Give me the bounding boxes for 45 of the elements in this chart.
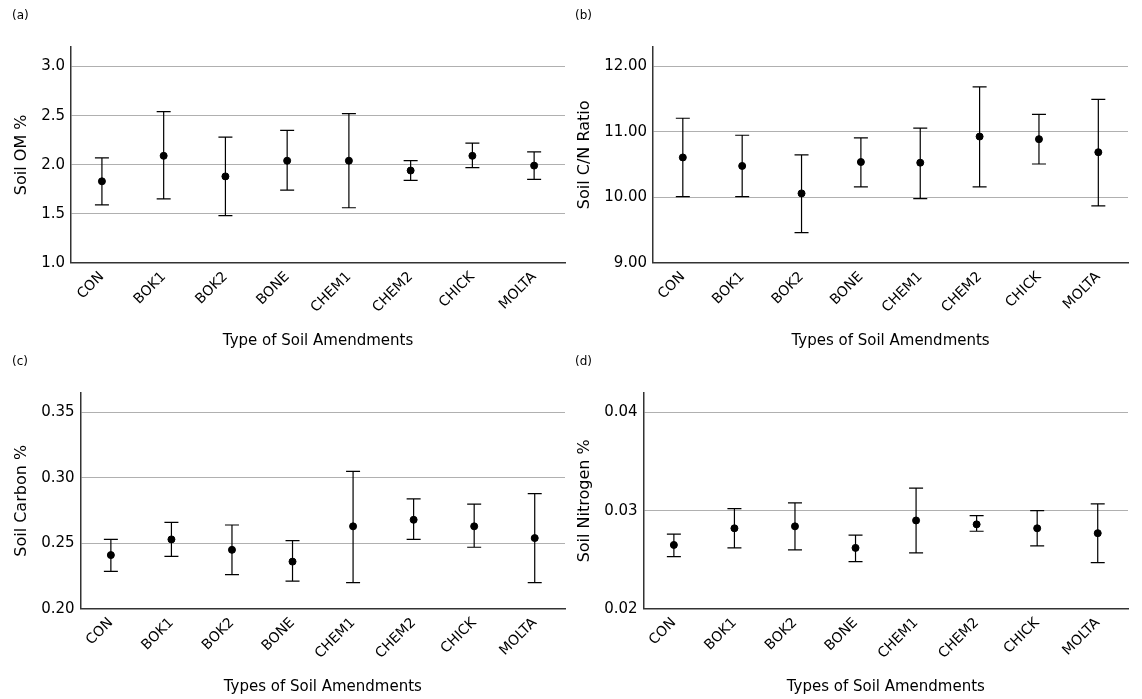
point: [530, 534, 539, 543]
point: [1094, 148, 1103, 157]
point: [470, 522, 479, 531]
point: [221, 172, 230, 181]
y-tick-label: 0.03: [604, 500, 638, 519]
x-axis-title: Types of Soil Amendments: [785, 676, 986, 695]
y-axis-title: Soil Nitrogen %: [573, 439, 593, 563]
y-tick-label: 1.0: [41, 252, 66, 271]
point: [409, 515, 418, 524]
point: [972, 520, 981, 529]
y-tick-label: 3.0: [41, 56, 66, 75]
point: [159, 151, 168, 160]
y-tick-label: 12.00: [604, 56, 648, 75]
y-axis-title: Soil Carbon %: [10, 444, 30, 557]
y-axis-title: Soil C/N Ratio: [573, 100, 593, 210]
point: [851, 543, 860, 552]
text: (c): [12, 354, 28, 368]
y-tick-label: 11.00: [604, 121, 648, 140]
x-axis-title: Type of Soil Amendments: [221, 330, 414, 349]
y-tick-label: 0.25: [41, 533, 75, 552]
point: [283, 156, 292, 165]
y-tick-label: 0.04: [604, 402, 638, 421]
point: [167, 535, 176, 544]
point: [730, 524, 739, 533]
point: [1033, 524, 1042, 533]
y-tick-label: 0.35: [41, 402, 75, 421]
text: (a): [12, 8, 29, 22]
y-axis-title: Soil OM %: [10, 114, 30, 196]
x-axis-title: Types of Soil Amendments: [222, 676, 423, 695]
point: [468, 151, 477, 160]
text: (b): [575, 8, 592, 22]
y-tick-label: 0.20: [41, 598, 75, 617]
point: [1093, 529, 1102, 538]
point: [678, 153, 687, 162]
y-tick-label: 9.00: [613, 252, 648, 271]
x-axis-title: Types of Soil Amendments: [790, 330, 990, 349]
y-tick-label: 2.5: [41, 105, 66, 124]
y-tick-label: 2.0: [41, 154, 66, 173]
point: [916, 158, 925, 167]
y-tick-label: 0.02: [604, 598, 638, 617]
point: [738, 161, 747, 170]
y-tick-label: 1.5: [41, 203, 66, 222]
text: (d): [575, 354, 592, 368]
y-tick-label: 0.30: [41, 467, 75, 486]
y-tick-label: 10.00: [604, 187, 648, 206]
